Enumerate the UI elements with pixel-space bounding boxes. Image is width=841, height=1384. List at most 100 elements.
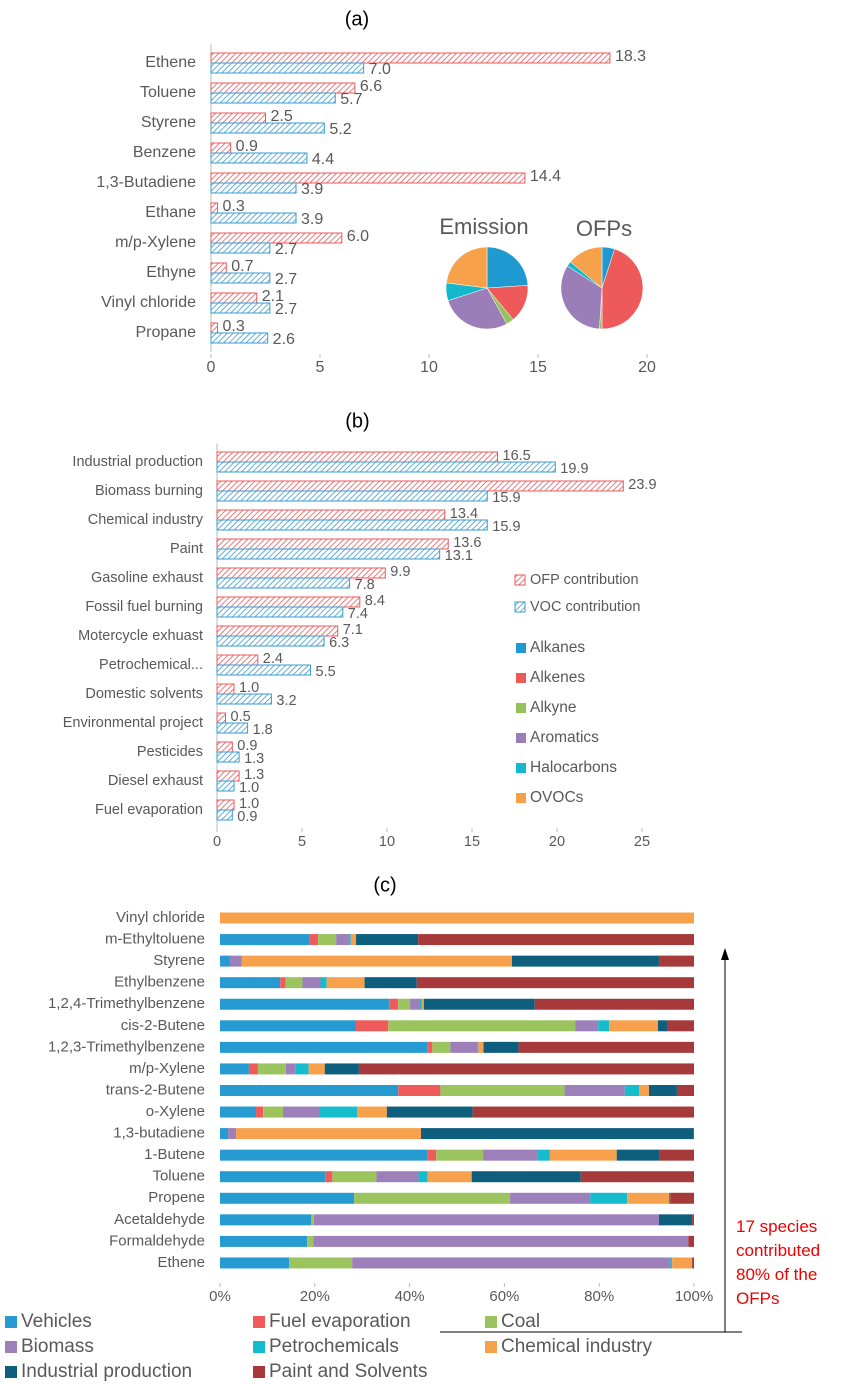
bar-segment (624, 1084, 640, 1096)
bar-segment (666, 1020, 694, 1032)
bar-segment (639, 1084, 649, 1096)
y-tick-label: Biomass burning (95, 483, 203, 499)
y-tick-label: Environmental project (63, 715, 203, 731)
bar (210, 302, 271, 314)
value-label: 0.9 (237, 809, 257, 825)
value-label: 13.4 (450, 506, 478, 522)
value-label: 0.9 (236, 138, 258, 155)
bar-segment (672, 1257, 693, 1269)
y-tick-label: Styrene (141, 114, 196, 131)
bar (210, 262, 227, 274)
y-tick-label: Vinyl chloride (116, 909, 205, 926)
pie-slice (486, 246, 529, 289)
bar-segment (220, 1084, 399, 1096)
bar-segment (285, 1063, 296, 1075)
bar-segment (350, 934, 357, 946)
bar-segment (676, 1084, 694, 1096)
bar-segment (311, 1214, 314, 1226)
x-tick-label: 20% (300, 1288, 330, 1305)
value-label: 13.1 (445, 548, 473, 564)
bar-segment (518, 1041, 694, 1053)
y-tick-label: Chemical industry (88, 512, 204, 528)
value-label: 2.1 (262, 288, 284, 305)
bar-segment (283, 1106, 320, 1118)
bar (210, 332, 269, 344)
x-tick-label: 5 (316, 359, 325, 376)
value-label: 3.2 (276, 693, 296, 709)
y-tick-label: 1,2,4-Trimethylbenzene (48, 995, 205, 1012)
bar-segment (410, 998, 421, 1010)
bar-segment (590, 1192, 628, 1204)
bar-segment (256, 1106, 264, 1118)
chart-title: (a) (345, 8, 369, 30)
bar-segment (537, 1149, 550, 1161)
bar-segment (670, 1192, 694, 1204)
bar-segment (289, 1257, 353, 1269)
y-tick-label: 1,3-butadiene (113, 1125, 205, 1142)
legend-swatch (5, 1366, 17, 1378)
bar-segment (309, 934, 319, 946)
bar-segment (510, 1192, 591, 1204)
legend-swatch (5, 1341, 17, 1353)
bar-segment (220, 1171, 326, 1183)
bar-segment (364, 977, 417, 989)
bar (216, 741, 233, 753)
bar-segment (220, 1041, 428, 1053)
bar (210, 152, 308, 164)
bar-segment (418, 934, 694, 946)
bar-segment (257, 1063, 286, 1075)
bar-segment (356, 1106, 387, 1118)
bar-segment (307, 1235, 314, 1247)
value-label: 7.0 (369, 61, 391, 78)
bar-segment (659, 1149, 694, 1161)
bar-segment (313, 1235, 689, 1247)
bar (216, 751, 240, 763)
y-tick-label: m/p-Xylene (129, 1060, 205, 1077)
legend-label: Halocarbons (530, 759, 617, 776)
y-tick-label: Toluene (152, 1168, 205, 1185)
bar-segment (669, 1192, 671, 1204)
bar-segment (616, 1149, 660, 1161)
bar-segment (336, 934, 349, 946)
bar (216, 461, 556, 473)
x-tick-label: 0 (207, 359, 216, 376)
legend-label: Coal (501, 1311, 540, 1332)
bar-segment (388, 1020, 576, 1032)
x-tick-label: 25 (634, 834, 650, 850)
bar (216, 799, 235, 811)
bar-segment (670, 1257, 673, 1269)
bar-segment (420, 998, 422, 1010)
y-tick-label: Ethene (145, 54, 196, 71)
bar-segment (220, 1128, 229, 1140)
x-tick-label: 20 (638, 359, 656, 376)
bar-segment (220, 998, 390, 1010)
legend-label: Fuel evaporation (269, 1311, 411, 1332)
bar-segment (263, 1106, 284, 1118)
value-label: 0.5 (231, 709, 251, 725)
value-label: 16.5 (503, 448, 531, 464)
bar-segment (648, 1084, 677, 1096)
y-tick-label: 1,3-Butadiene (96, 174, 196, 191)
bar (216, 693, 272, 705)
bar-segment (220, 1214, 312, 1226)
bar-segment (220, 1235, 308, 1247)
y-tick-label: 1,2,3-Trimethylbenzene (48, 1038, 205, 1055)
bar-segment (220, 1192, 355, 1204)
bar (216, 596, 361, 608)
value-label: 4.4 (312, 151, 334, 168)
bar-segment (436, 1149, 484, 1161)
bar-segment (220, 934, 310, 946)
bar-segment (220, 1063, 249, 1075)
value-label: 1.0 (239, 796, 259, 812)
x-tick-label: 0% (209, 1288, 231, 1305)
bar (210, 122, 325, 134)
legend-swatch (253, 1341, 265, 1353)
value-label: 23.9 (628, 477, 656, 493)
pie-slice (447, 287, 508, 330)
bar (216, 722, 249, 734)
bar (210, 142, 232, 154)
bar (210, 212, 297, 224)
value-label: 1.8 (253, 722, 273, 738)
bar-segment (511, 955, 659, 967)
legend-label: Alkanes (530, 639, 585, 656)
